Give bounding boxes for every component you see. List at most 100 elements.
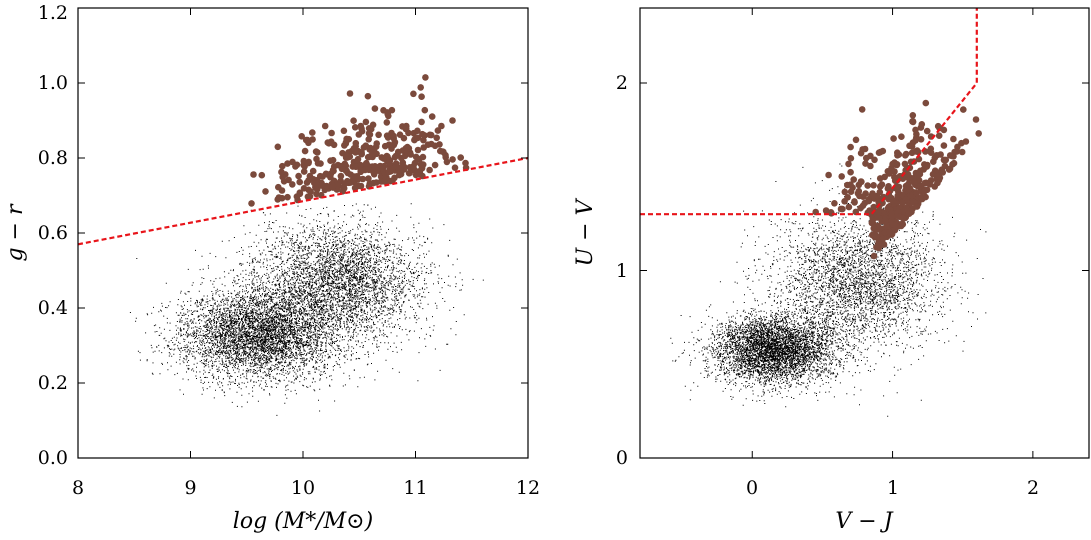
right-tick-marks xyxy=(640,8,1089,459)
quiescent-galaxy-point xyxy=(913,203,921,210)
quiescent-galaxy-point xyxy=(894,149,901,156)
quiescent-galaxy-point xyxy=(373,179,380,186)
quiescent-galaxy-point xyxy=(875,239,882,247)
quiescent-galaxy-point xyxy=(885,170,893,177)
quiescent-galaxy-point xyxy=(859,193,867,200)
quiescent-galaxy-point xyxy=(890,135,897,142)
quiescent-galaxy-point xyxy=(371,105,379,112)
quiescent-galaxy-point xyxy=(296,190,304,198)
quiescent-galaxy-point xyxy=(357,122,365,130)
quiescent-galaxy-point xyxy=(434,127,442,134)
quiescent-galaxy-point xyxy=(871,156,878,164)
right-xtick-label: 0 xyxy=(746,477,758,499)
quiescent-galaxy-point xyxy=(852,136,860,144)
quiescent-galaxy-point xyxy=(870,252,878,260)
quiescent-galaxy-point xyxy=(346,90,354,97)
quiescent-galaxy-point xyxy=(258,171,266,179)
quiescent-galaxy-point xyxy=(410,90,417,98)
quiescent-galaxy-point xyxy=(364,92,372,100)
quiescent-galaxy-point xyxy=(395,167,403,174)
quiescent-galaxy-point xyxy=(330,141,338,149)
quiescent-galaxy-point xyxy=(462,159,469,167)
quiescent-galaxy-point xyxy=(400,166,408,173)
left-quiescent-points xyxy=(248,74,470,207)
quiescent-galaxy-point xyxy=(905,210,913,217)
quiescent-galaxy-point xyxy=(373,140,381,147)
quiescent-galaxy-point xyxy=(362,142,370,149)
quiescent-galaxy-point xyxy=(867,162,874,170)
quiescent-galaxy-point xyxy=(250,171,257,178)
quiescent-galaxy-point xyxy=(451,164,459,171)
quiescent-galaxy-point xyxy=(358,150,366,158)
left-ytick-label: 1.0 xyxy=(38,72,68,94)
quiescent-galaxy-point xyxy=(825,171,832,179)
quiescent-galaxy-point xyxy=(305,158,313,166)
quiescent-galaxy-point xyxy=(946,165,954,172)
quiescent-galaxy-point xyxy=(950,159,958,167)
quiescent-galaxy-point xyxy=(902,152,909,159)
quiescent-galaxy-point xyxy=(917,183,924,190)
quiescent-galaxy-point xyxy=(893,182,901,190)
quiescent-galaxy-point xyxy=(882,217,889,224)
quiescent-galaxy-point xyxy=(875,208,882,216)
quiescent-galaxy-point xyxy=(407,151,415,158)
quiescent-galaxy-point xyxy=(948,152,956,160)
quiescent-galaxy-point xyxy=(301,147,309,155)
quiescent-galaxy-point xyxy=(851,199,858,206)
quiescent-galaxy-point xyxy=(889,197,897,205)
quiescent-galaxy-point xyxy=(874,214,881,221)
left-ytick-label: 0.2 xyxy=(38,372,68,394)
quiescent-galaxy-point xyxy=(384,134,392,141)
quiescent-galaxy-point xyxy=(422,74,429,81)
quiescent-galaxy-point xyxy=(321,122,329,130)
quiescent-galaxy-point xyxy=(350,117,357,124)
quiescent-galaxy-point xyxy=(289,181,296,188)
quiescent-galaxy-point xyxy=(418,118,425,126)
quiescent-galaxy-point xyxy=(298,133,306,140)
quiescent-galaxy-point xyxy=(431,161,439,169)
quiescent-galaxy-point xyxy=(379,165,387,172)
quiescent-galaxy-point xyxy=(312,148,320,155)
quiescent-galaxy-point xyxy=(898,133,905,140)
quiescent-galaxy-point xyxy=(385,141,393,148)
quiescent-galaxy-point xyxy=(365,125,373,132)
quiescent-galaxy-point xyxy=(910,198,917,206)
quiescent-galaxy-point xyxy=(896,213,903,220)
quiescent-galaxy-point xyxy=(431,142,439,150)
quiescent-galaxy-point xyxy=(417,84,425,91)
quiescent-galaxy-point xyxy=(437,147,444,155)
quiescent-galaxy-point xyxy=(878,181,886,188)
left-xtick-label: 11 xyxy=(403,477,427,499)
quiescent-galaxy-point xyxy=(862,160,869,167)
quiescent-galaxy-point xyxy=(457,154,465,161)
quiescent-galaxy-point xyxy=(922,193,929,201)
left-x-axis-label: log (M*/M⊙) xyxy=(233,509,373,534)
quiescent-galaxy-point xyxy=(841,198,848,205)
quiescent-galaxy-point xyxy=(847,168,854,176)
quiescent-galaxy-point xyxy=(385,168,393,175)
quiescent-galaxy-point xyxy=(831,200,838,207)
quiescent-galaxy-point xyxy=(896,173,904,180)
quiescent-galaxy-point xyxy=(870,192,877,200)
quiescent-galaxy-point xyxy=(859,146,866,153)
quiescent-galaxy-point xyxy=(392,152,400,160)
quiescent-galaxy-point xyxy=(402,125,410,132)
quiescent-galaxy-point xyxy=(884,205,891,212)
right-ytick-label: 0 xyxy=(616,447,628,469)
quiescent-galaxy-point xyxy=(317,160,324,167)
quiescent-galaxy-point xyxy=(289,158,296,166)
quiescent-galaxy-point xyxy=(921,161,928,168)
quiescent-galaxy-point xyxy=(935,132,943,139)
quiescent-galaxy-point xyxy=(338,165,346,173)
quiescent-galaxy-point xyxy=(275,183,282,191)
quiescent-galaxy-point xyxy=(401,152,409,160)
quiescent-galaxy-point xyxy=(274,196,282,203)
quiescent-galaxy-point xyxy=(421,106,429,114)
quiescent-galaxy-point xyxy=(350,145,358,152)
quiescent-galaxy-point xyxy=(838,173,845,180)
quiescent-galaxy-point xyxy=(918,121,926,128)
quiescent-galaxy-point xyxy=(847,155,855,162)
quiescent-galaxy-point xyxy=(891,159,898,166)
right-xtick-label: 1 xyxy=(887,477,899,499)
